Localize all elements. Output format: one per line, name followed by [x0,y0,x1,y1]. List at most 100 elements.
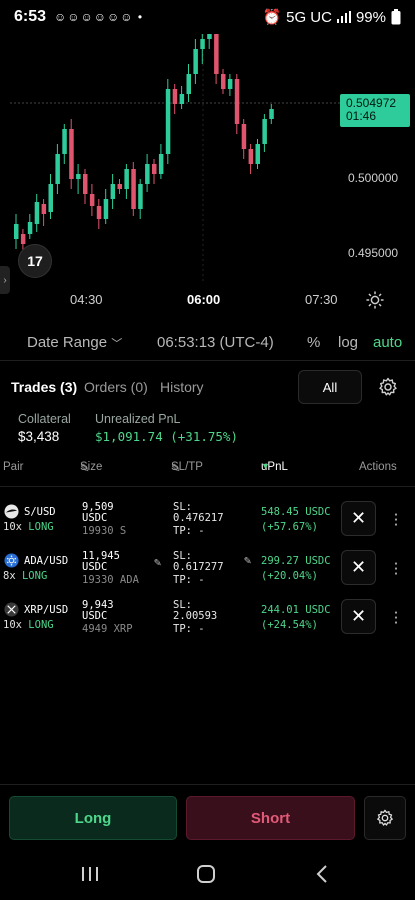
table-row[interactable]: ADA/USD 8x LONG 11,945 USDC 19330 ADA ✎ … [0,550,415,596]
settings-sun-icon[interactable] [366,291,384,309]
short-button[interactable]: Short [186,796,355,840]
tradingview-logo[interactable]: 17 [18,244,52,278]
candle-body [55,154,60,184]
candle-body [234,79,240,124]
tab-history[interactable]: History [160,379,204,395]
close-icon: ✕ [350,508,367,529]
edit-sltp-pencil-icon[interactable]: ✎ [244,553,252,567]
collateral-value: $3,438 [18,429,60,444]
candle-body [221,74,226,89]
candle-countdown: 01:46 [346,109,377,123]
candle-body [145,164,150,184]
gear-icon[interactable] [378,377,398,397]
recents-icon[interactable] [76,860,104,888]
side-panel-toggle[interactable]: › [0,266,10,294]
tp-value[interactable]: TP: - [173,574,205,586]
candle-body [269,109,274,119]
candle-body [131,169,136,209]
pair-name: ADA/USD [24,555,69,567]
candle-body [165,89,171,154]
divider [0,360,415,361]
close-position-button[interactable]: ✕ [341,501,376,536]
auto-toggle[interactable]: auto [373,333,403,351]
side: LONG [28,521,54,533]
x-tick-label: 07:30 [305,292,338,307]
upnl-value: 299.27 USDC [261,555,331,567]
tp-value[interactable]: TP: - [173,623,205,635]
leverage-side: 10x LONG [3,619,54,631]
network-label: 5G UC [286,8,332,26]
candlestick-chart[interactable] [0,34,415,324]
candle-body [207,34,212,39]
log-toggle[interactable]: log [338,333,359,351]
more-options-icon[interactable]: · · · [393,506,399,534]
percent-toggle[interactable]: % [307,333,321,351]
table-row[interactable]: S/USD 10x LONG 9,509 USDC 19930 S SL: 0.… [0,501,415,547]
table-row[interactable]: XRP/USD 10x LONG 9,943 USDC 4949 XRP SL:… [0,599,415,645]
size-value: 9,943 [82,599,114,611]
pair-name: XRP/USD [24,604,69,616]
date-range-dropdown[interactable]: Date Range ﹀ [27,334,122,351]
candle-body [41,204,47,214]
candle-body [69,129,74,179]
leverage-side: 10x LONG [3,521,54,533]
filter-all-button[interactable]: All [298,370,362,404]
collateral-label: Collateral [18,412,71,426]
sl-value[interactable]: 2.00593 [173,610,218,622]
col-upnl-label: uPnL [261,461,288,473]
close-position-button[interactable]: ✕ [341,550,376,585]
pair-name: S/USD [24,506,56,518]
leverage-side: 8x LONG [3,570,47,582]
size-unit: USDC [82,610,108,622]
price-chart[interactable]: 0.504972 01:46 0.500000 0.495000 04:30 0… [0,34,415,324]
upnl-value: 244.01 USDC [261,604,331,616]
more-options-icon[interactable]: · · · [393,604,399,632]
sl-label: SL: [173,550,192,562]
unrealized-pnl-summary: Unrealized PnL $1,091.74 (+31.75%) [95,412,238,444]
sl-label: SL: [173,599,192,611]
candle-body [20,234,26,244]
upnl-percent: (+20.04%) [261,570,318,582]
sl-value[interactable]: 0.617277 [173,561,224,573]
size-amount: 19930 S [82,525,127,537]
leverage: 10x [3,521,22,533]
size-amount: 19330 ADA [82,574,139,586]
upnl-percent: (+24.54%) [261,619,318,631]
candle-body [48,184,53,212]
cardano-coin-icon [4,553,19,568]
alarm-icon: ⏰ [262,9,282,26]
candle-body [186,74,191,94]
back-icon[interactable] [309,860,337,888]
table-header: Pair Size ✎ SL/TP ✎ uPnL ▼ Actions [0,461,415,479]
trade-settings-button[interactable] [364,796,406,840]
notification-icons: ☺☺☺☺☺☺ • [54,10,144,24]
upnl-value: 548.45 USDC [261,506,331,518]
size-amount: 4949 XRP [82,623,133,635]
col-pair: Pair [3,461,24,473]
tab-orders[interactable]: Orders (0) [84,379,148,395]
more-options-icon[interactable]: · · · [393,555,399,583]
candle-body [14,224,19,239]
close-position-button[interactable]: ✕ [341,599,376,634]
tab-trades[interactable]: Trades (3) [11,379,78,395]
pencil-icon: ✎ [80,463,90,475]
pencil-icon: ✎ [171,463,181,475]
size-value: 11,945 [82,550,120,562]
home-icon[interactable] [192,860,220,888]
unrealized-pnl-value: $1,091.74 (+31.75%) [95,429,238,444]
y-tick-label: 0.500000 [348,171,399,185]
candle-body [117,184,122,189]
candle-body [248,149,254,164]
candle-body [262,119,267,144]
edit-size-pencil-icon[interactable]: ✎ [154,555,162,569]
long-button[interactable]: Long [9,796,177,840]
chart-controls-row: Date Range ﹀ 06:53:13 (UTC-4) % log auto [0,324,415,360]
unrealized-pnl-label: Unrealized PnL [95,412,181,426]
candle-body [27,222,33,234]
close-icon: ✕ [350,606,367,627]
timezone-clock[interactable]: 06:53:13 (UTC-4) [157,333,274,351]
tp-value[interactable]: TP: - [173,525,205,537]
sonic-coin-icon [4,504,19,519]
close-icon: ✕ [350,557,367,578]
sl-value[interactable]: 0.476217 [173,512,224,524]
